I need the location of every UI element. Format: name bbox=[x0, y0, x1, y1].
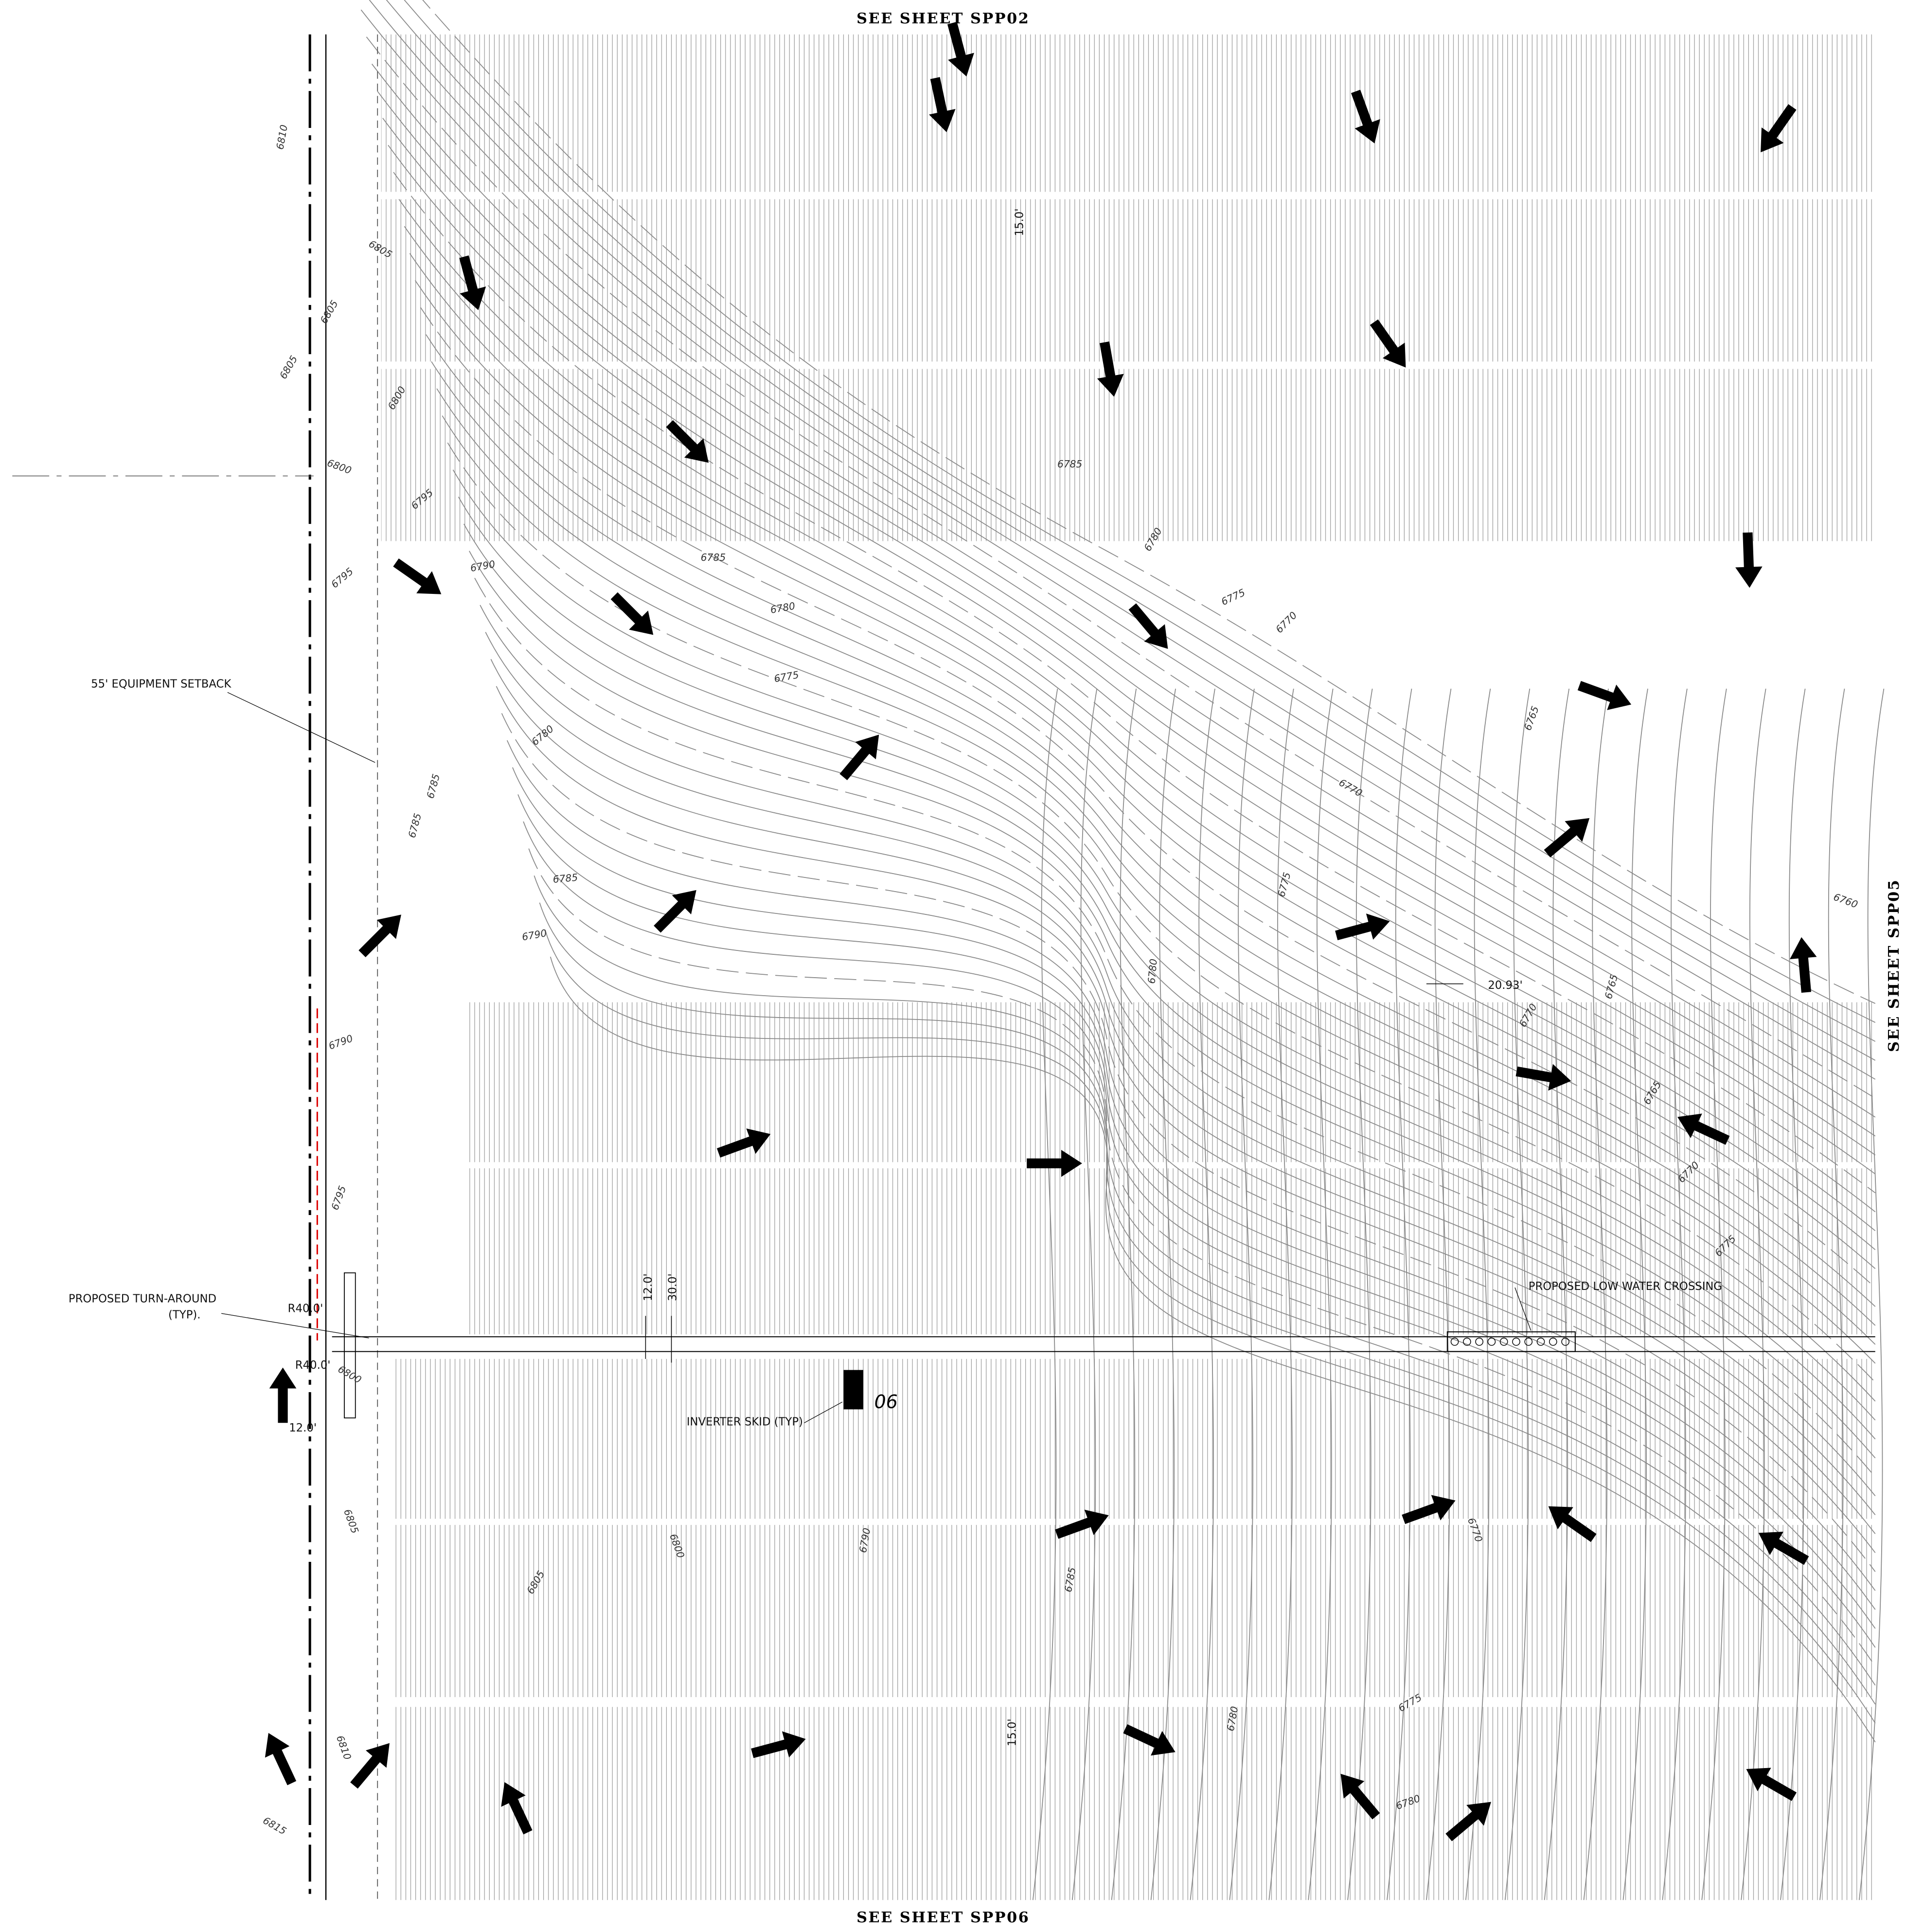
sheet-ref-top: SEE SHEET SPP02 bbox=[856, 10, 1030, 27]
contour-label: 6785 bbox=[552, 872, 578, 885]
turnaround-label: (TYP). bbox=[168, 1308, 201, 1321]
setback-label: 55' EQUIPMENT SETBACK bbox=[91, 678, 232, 690]
dimension: R40.0' bbox=[288, 1303, 323, 1315]
dimension: 30.0' bbox=[667, 1273, 679, 1301]
dimension: 15.0' bbox=[1006, 1718, 1018, 1746]
drawing: SEE SHEET SPP02 SEE SHEET SPP06 SEE SHEE… bbox=[0, 0, 1906, 1932]
sheet-ref-right: SEE SHEET SPP05 bbox=[1886, 879, 1903, 1052]
inverter-label: INVERTER SKID (TYP) bbox=[687, 1415, 803, 1428]
turnaround-label: PROPOSED TURN-AROUND bbox=[69, 1292, 216, 1305]
dimension: 12.0' bbox=[642, 1273, 655, 1301]
sheet-ref-bottom: SEE SHEET SPP06 bbox=[856, 1909, 1030, 1926]
contour-label: 6780 bbox=[1146, 958, 1159, 984]
dimension: R40.0' bbox=[295, 1359, 331, 1372]
crossing-label: PROPOSED LOW WATER CROSSING bbox=[1529, 1280, 1722, 1293]
inverter-id: 06 bbox=[874, 1391, 898, 1413]
contour-label: 6785 bbox=[701, 552, 726, 563]
dimension: 12.0' bbox=[289, 1422, 317, 1434]
contour-label: 6785 bbox=[1057, 458, 1082, 470]
dimension: 20.93' bbox=[1488, 979, 1522, 992]
page: {"sheet_refs":{"top":"SEE SHEET SPP02","… bbox=[0, 0, 1906, 1932]
dimension: 15.0' bbox=[1014, 209, 1026, 236]
